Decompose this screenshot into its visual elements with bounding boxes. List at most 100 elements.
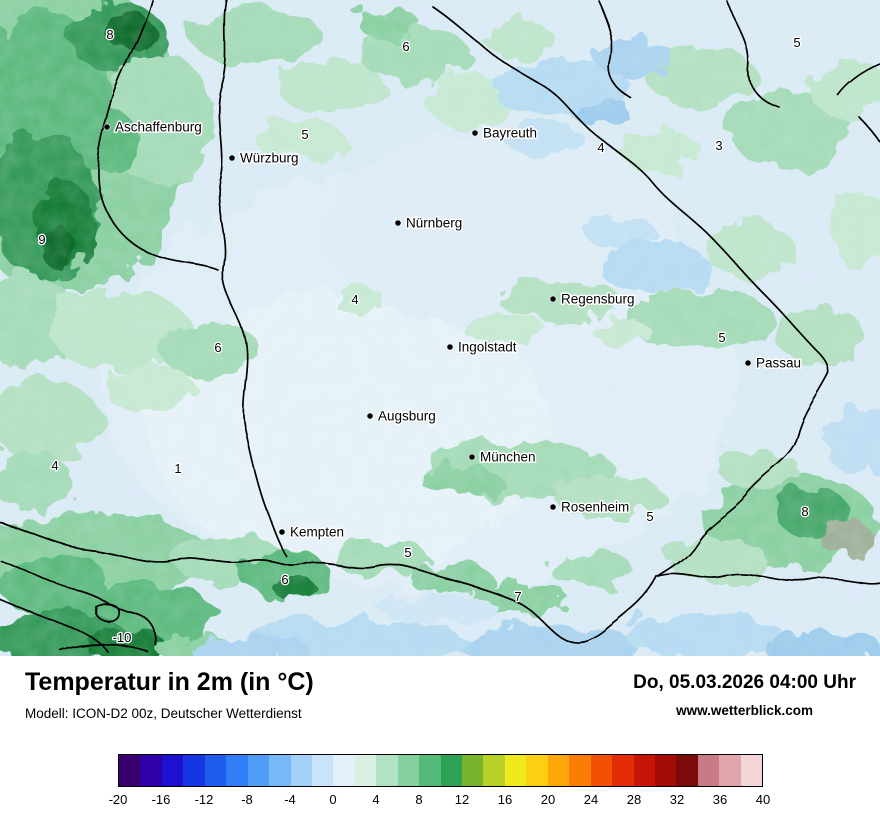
temperature-value: 4 <box>51 458 58 473</box>
legend-colorbar <box>118 754 763 787</box>
legend-segment <box>526 755 548 786</box>
legend-tick-label: 32 <box>669 792 685 807</box>
border-ne-corner-b <box>859 117 880 143</box>
border-thuringia <box>597 0 633 100</box>
legend-tick-label: 28 <box>626 792 642 807</box>
temperature-value: 6 <box>214 340 221 355</box>
city-marker-dot <box>549 295 557 303</box>
legend-segment <box>697 755 720 786</box>
city-marker-dot <box>103 123 111 131</box>
city-label: Ingolstadt <box>458 340 517 355</box>
border-tyrol-c <box>59 643 149 653</box>
border-tyrol-d <box>95 602 120 622</box>
city-label: München <box>480 450 536 465</box>
city-marker-dot <box>446 343 454 351</box>
legend-segment <box>140 755 162 786</box>
model-info: Modell: ICON-D2 00z, Deutscher Wetterdie… <box>25 706 302 721</box>
city-marker-dot <box>471 129 479 137</box>
map-area: Aschaffenburg Würzburg Bayreuth Nürnberg Reg… <box>0 0 880 656</box>
map-labels: Aschaffenburg Würzburg Bayreuth Nürnberg Reg… <box>37 26 810 647</box>
city-marker-dot <box>394 219 402 227</box>
temperature-value: 5 <box>301 127 308 142</box>
legend-tick-label: 24 <box>583 792 599 807</box>
forecast-datetime: Do, 05.03.2026 04:00 Uhr <box>633 672 856 693</box>
city-label: Augsburg <box>378 409 436 424</box>
city-label: Aschaffenburg <box>115 120 202 135</box>
legend-tick-label: -8 <box>241 792 253 807</box>
legend-segment <box>161 755 184 786</box>
temperature-value: 7 <box>514 589 521 604</box>
legend-segment <box>269 755 291 786</box>
city-marker-dot <box>549 503 557 511</box>
temperature-value: -10 <box>113 630 132 645</box>
legend-segment <box>440 755 462 786</box>
legend-segment <box>247 755 270 786</box>
city-label: Würzburg <box>240 151 299 166</box>
temperature-value: 3 <box>715 138 722 153</box>
temperature-value: 5 <box>718 330 725 345</box>
temperature-value: 8 <box>106 27 113 42</box>
country-borders <box>0 0 880 653</box>
temperature-value: 8 <box>801 504 808 519</box>
legend-segment <box>354 755 377 786</box>
border-bavaria-west <box>216 0 288 558</box>
city-marker-dot <box>278 528 286 536</box>
legend-tick-label: 16 <box>497 792 513 807</box>
legend-segment <box>204 755 227 786</box>
border-alps-east <box>655 572 880 584</box>
legend-tick-label: 36 <box>712 792 728 807</box>
legend-segment <box>676 755 698 786</box>
date-block: Do, 05.03.2026 04:00 Uhr www.wetterblick… <box>633 672 856 718</box>
city-label: Bayreuth <box>483 126 537 141</box>
city-label: Rosenheim <box>561 500 629 515</box>
city-marker-dot <box>468 453 476 461</box>
temperature-value: 6 <box>402 39 409 54</box>
legend-segment <box>504 755 527 786</box>
city-label: Nürnberg <box>406 216 462 231</box>
city-marker-dot <box>366 412 374 420</box>
temperature-value: 1 <box>174 461 181 476</box>
legend-segment <box>719 755 741 786</box>
legend-segment <box>333 755 355 786</box>
legend-segment <box>612 755 634 786</box>
city-marker-dot <box>228 154 236 162</box>
legend-segment <box>311 755 334 786</box>
legend-segment <box>740 755 763 786</box>
border-hesse <box>97 0 219 271</box>
temperature-value: 5 <box>646 509 653 524</box>
legend-tick-label: 40 <box>755 792 771 807</box>
border-saxony <box>725 0 779 107</box>
legend-segment <box>462 755 484 786</box>
city-label: Regensburg <box>561 292 635 307</box>
legend-tick-label: 0 <box>329 792 337 807</box>
legend-segment <box>569 755 591 786</box>
website-url: www.wetterblick.com <box>676 703 813 718</box>
legend-tick-label: 4 <box>372 792 380 807</box>
legend-segment <box>119 755 141 786</box>
legend-tick-label: 20 <box>540 792 556 807</box>
border-austria-east <box>655 373 830 577</box>
legend-segment <box>483 755 505 786</box>
legend-tick-label: -12 <box>194 792 214 807</box>
legend-tick-label: 8 <box>415 792 423 807</box>
temperature-value: 5 <box>404 545 411 560</box>
legend-segment <box>590 755 613 786</box>
legend-tick-label: 12 <box>454 792 470 807</box>
legend-segment <box>654 755 677 786</box>
legend-segment <box>376 755 398 786</box>
legend-tick-label: -16 <box>151 792 171 807</box>
temperature-value: 9 <box>38 232 45 247</box>
legend-segment <box>547 755 570 786</box>
legend-segment <box>183 755 205 786</box>
legend-segment <box>226 755 248 786</box>
legend-segment <box>633 755 655 786</box>
temperature-value: 5 <box>793 35 800 50</box>
legend-tick-label: -4 <box>284 792 296 807</box>
field-texture <box>0 0 880 656</box>
border-tyrol-a <box>0 559 158 646</box>
city-label: Passau <box>756 356 801 371</box>
weather-map: Aschaffenburg Würzburg Bayreuth Nürnberg Reg… <box>0 0 880 656</box>
border-ne-corner-a <box>837 63 880 96</box>
legend-segment <box>397 755 420 786</box>
